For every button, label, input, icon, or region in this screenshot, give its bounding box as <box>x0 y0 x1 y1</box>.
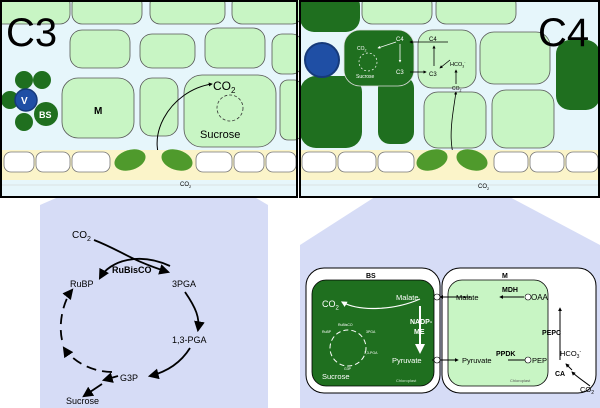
c4-vein <box>304 42 340 78</box>
c3-stoma-co2-label: CO2 <box>180 182 192 189</box>
c4-detail-chloroplast-m: Chloroplast <box>510 378 531 383</box>
c4-detail-oaa: OAA <box>531 293 549 302</box>
c4-panel-title: C4 <box>538 11 589 55</box>
c4-detail-chloroplast-bs: Chloroplast <box>396 378 417 383</box>
c4-detail-tiny-rubisco: RuBisCO <box>338 323 353 327</box>
c3-leaf-panel <box>0 0 303 198</box>
calvin-g3p: G3P <box>120 373 138 383</box>
c3-panel-title: C3 <box>6 11 57 55</box>
c4-detail-hco3: HCO3- <box>560 349 581 360</box>
c4-detail-tiny-rubp: RuBP <box>322 330 332 334</box>
c4-detail-pyruvate-bs: Pyruvate <box>392 356 422 365</box>
calvin-sucrose: Sucrose <box>66 396 99 406</box>
c3-bundle-sheath <box>1 71 58 131</box>
c4-detail-ca: CA <box>555 371 565 378</box>
c3-mini-calvin-cycle <box>216 94 244 122</box>
c4-detail-pepc: PEPC <box>542 330 561 337</box>
c3-zoom-projection <box>40 168 268 408</box>
c3-guard-cell-left <box>114 149 146 171</box>
c4-guard-cell-right <box>456 149 488 171</box>
c4-detail-pep: PEP <box>532 356 547 365</box>
c3-photosynthetic-cell <box>183 74 277 148</box>
c4-detail-nadp-me-2: ME <box>414 329 425 336</box>
c4-detail-sucrose: Sucrose <box>322 372 350 381</box>
c4-detail-bs-header: BS <box>366 273 376 280</box>
c4-detail <box>305 267 597 394</box>
c3-bundle-sheath-label: BS <box>39 110 52 120</box>
c4-detail-malate-bs: Malate <box>396 293 419 302</box>
c3-guard-cell-right <box>161 149 193 171</box>
c4-detail-pyruvate-m: Pyruvate <box>462 356 492 365</box>
calvin-cycle-detail <box>59 239 205 398</box>
c4-mini-sucrose: Sucrose <box>356 74 375 80</box>
c4-bundle-sheath-cell <box>343 29 415 87</box>
c4-mini-hco3: HCO3- <box>450 61 466 69</box>
c4-detail-co2-out: CO2 <box>580 385 594 396</box>
c4-mini-c3-m: C3 <box>429 72 437 78</box>
c4-detail-tiny-3pga: 3PGA <box>366 330 376 334</box>
c3-vein-label: V <box>21 96 28 107</box>
c4-mini-calvin-cycle <box>358 52 378 72</box>
c4-detail-tiny-13pga: 1,3-PGA <box>364 351 378 355</box>
calvin-rubp: RuBP <box>70 279 94 289</box>
c4-detail-co2: CO2 <box>322 299 340 312</box>
calvin-3pga: 3PGA <box>172 279 196 289</box>
c3-sucrose-label: Sucrose <box>200 129 240 141</box>
c4-leaf-panel <box>299 0 600 198</box>
c4-detail-malate-m: Malate <box>456 293 479 302</box>
c4-mini-c4-bs: C4 <box>396 37 404 43</box>
c4-detail-nadp-me-1: NADP- <box>410 319 433 326</box>
calvin-13pga: 1,3-PGA <box>172 335 207 345</box>
c4-detail-m-header: M <box>502 273 508 280</box>
calvin-co2: CO2 <box>72 230 91 243</box>
c4-detail-tiny-g3p: G3P <box>344 367 352 371</box>
c4-mini-c4-m: C4 <box>429 37 437 43</box>
c4-detail-mdh: MDH <box>502 287 518 294</box>
c4-stoma-co2-label: CO2 <box>478 184 490 191</box>
c4-detail-ppdk: PPDK <box>496 351 515 358</box>
c4-mini-co2-m: CO2 <box>452 86 462 93</box>
c3-vein <box>14 88 38 112</box>
c4-guard-cell-left <box>416 149 448 171</box>
c4-mini-co2: CO2 <box>357 46 367 53</box>
c3-mesophyll-label: M <box>94 106 102 117</box>
c3-mesophyll-cell <box>61 77 135 139</box>
c4-mesophyll-cell <box>417 29 477 89</box>
c4-mini-c3-bs: C3 <box>396 70 404 76</box>
calvin-rubisco: RuBisCO <box>112 265 152 275</box>
c3-co2-label: CO2 <box>213 79 236 95</box>
